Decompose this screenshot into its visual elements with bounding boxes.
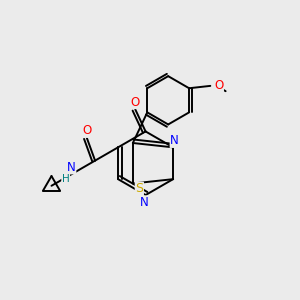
Text: H: H [62, 174, 70, 184]
Text: O: O [83, 124, 92, 137]
Text: N: N [170, 134, 179, 147]
Text: S: S [135, 182, 143, 195]
Text: O: O [214, 79, 224, 92]
Text: O: O [130, 95, 139, 109]
Text: N: N [140, 196, 148, 209]
Text: N: N [67, 161, 76, 174]
